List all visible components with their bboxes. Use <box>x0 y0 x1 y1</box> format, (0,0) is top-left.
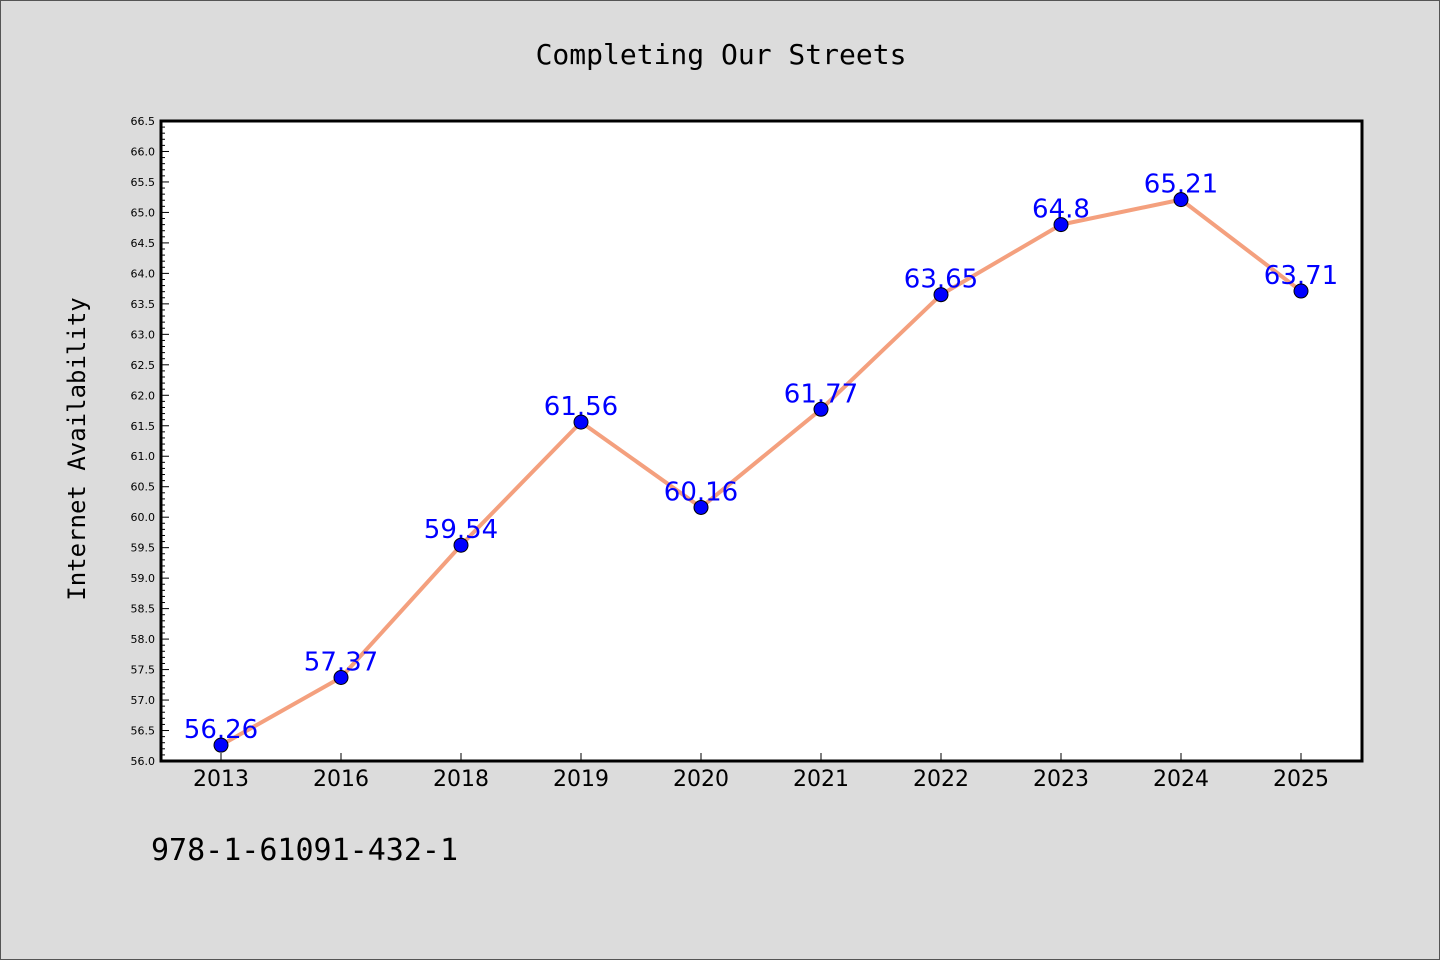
x-tick-label: 2024 <box>1153 767 1209 792</box>
data-point <box>1173 192 1189 208</box>
footnote-isbn: 978-1-61091-432-1 <box>151 833 459 868</box>
x-tick-label: 2016 <box>313 767 369 792</box>
x-tick-label: 2025 <box>1273 767 1329 792</box>
data-point <box>333 669 349 685</box>
data-point <box>573 414 589 430</box>
y-tick-label: 62.0 <box>131 389 156 402</box>
chart-title: Completing Our Streets <box>536 38 907 71</box>
y-tick-label: 57.5 <box>131 664 156 677</box>
data-point <box>213 737 229 753</box>
y-tick-label: 65.5 <box>131 176 156 189</box>
series-line <box>219 197 1303 748</box>
x-tick-label: 2021 <box>793 767 849 792</box>
y-tick-label: 57.0 <box>131 694 156 707</box>
data-point <box>693 499 709 515</box>
y-tick-label: 60.0 <box>131 511 156 524</box>
data-point <box>1293 283 1309 299</box>
y-tick-label: 60.5 <box>131 481 156 494</box>
data-point <box>813 401 829 417</box>
y-tick-label: 59.0 <box>131 572 156 585</box>
y-tick-label: 64.0 <box>131 267 156 280</box>
y-axis-label: Internet Availability <box>63 297 91 600</box>
plot-frame <box>159 119 1364 763</box>
x-tick-label: 2018 <box>433 767 489 792</box>
y-tick-label: 66.5 <box>131 115 156 128</box>
y-tick-label: 63.0 <box>131 328 156 341</box>
x-tick-label: 2019 <box>553 767 609 792</box>
data-point <box>933 287 949 303</box>
y-tick-label: 58.5 <box>131 603 156 616</box>
y-axis: 56.0 56.5 57.0 57.5 58.0 58.5 59.0 59.5 60.0 60.5… <box>131 115 169 768</box>
y-tick-label: 58.0 <box>131 633 156 646</box>
y-tick-label: 62.5 <box>131 359 156 372</box>
data-point <box>1053 217 1069 233</box>
y-tick-label: 63.5 <box>131 298 156 311</box>
y-tick-label: 59.5 <box>131 542 156 555</box>
y-tick-label: 56.0 <box>131 755 156 768</box>
x-tick-label: 2022 <box>913 767 969 792</box>
data-point <box>453 537 469 553</box>
x-tick-label: 2020 <box>673 767 729 792</box>
x-tick-label: 2013 <box>193 767 249 792</box>
y-tick-label: 64.5 <box>131 237 156 250</box>
y-tick-label: 66.0 <box>131 145 156 158</box>
y-tick-label: 65.0 <box>131 206 156 219</box>
y-tick-label: 61.0 <box>131 450 156 463</box>
y-tick-label: 56.5 <box>131 725 156 738</box>
series-layer: 56.2657.3759.5461.5660.1661.7763.6564.86… <box>184 170 1338 753</box>
y-tick-label: 61.5 <box>131 420 156 433</box>
x-tick-label: 2023 <box>1033 767 1089 792</box>
